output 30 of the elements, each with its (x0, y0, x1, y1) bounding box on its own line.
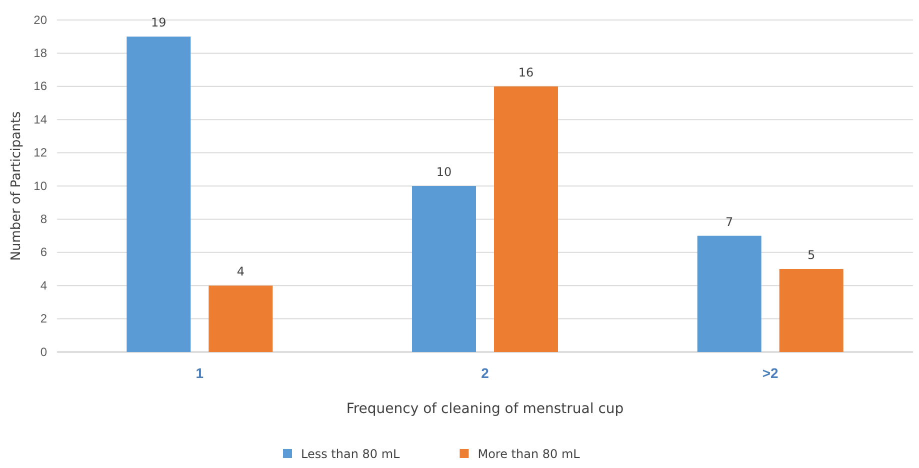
x-tick-label: 2 (481, 364, 490, 381)
x-tick-label: >2 (762, 364, 779, 381)
y-tick-label: 18 (34, 46, 48, 60)
data-label: 7 (726, 214, 734, 229)
x-tick-label: 1 (196, 364, 204, 381)
data-label: 16 (518, 65, 534, 80)
bar (697, 236, 762, 352)
y-axis-title: Number of Participants (9, 111, 24, 261)
data-label: 10 (436, 165, 452, 179)
y-tick-label: 12 (34, 146, 48, 160)
data-label: 5 (808, 248, 816, 262)
legend-label: More than 80 mL (478, 447, 580, 461)
y-tick-label: 0 (40, 344, 48, 359)
y-tick-label: 4 (40, 278, 48, 292)
bar (779, 269, 844, 352)
y-tick-label: 10 (34, 178, 48, 193)
legend-label: Less than 80 mL (301, 447, 400, 461)
y-tick-label: 14 (34, 112, 48, 126)
y-tick-label: 6 (40, 245, 48, 260)
data-label: 4 (236, 264, 244, 279)
data-label: 19 (151, 16, 166, 30)
y-tick-label: 8 (40, 212, 48, 226)
bar (412, 186, 476, 352)
bar (126, 36, 191, 352)
y-tick-label: 2 (40, 312, 48, 326)
bar (208, 286, 273, 352)
y-tick-label: 16 (34, 79, 48, 94)
y-tick-label: 20 (34, 12, 48, 27)
x-axis-title: Frequency of cleaning of menstrual cup (346, 401, 624, 417)
bar (494, 86, 558, 352)
